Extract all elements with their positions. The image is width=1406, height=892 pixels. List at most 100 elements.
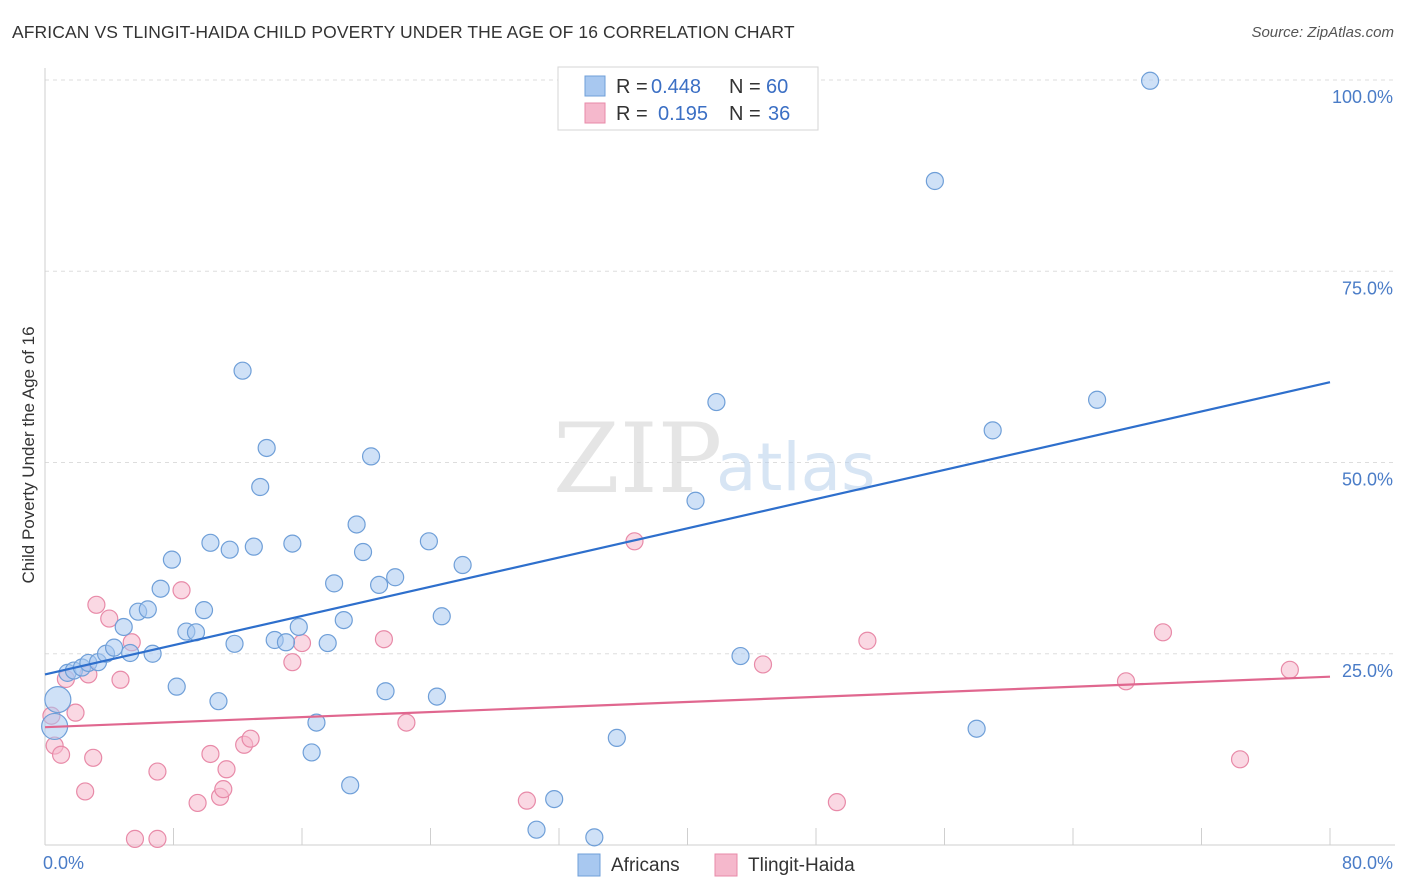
tlingit-haida-point: [217, 760, 236, 779]
africans-point: [686, 491, 705, 510]
trend-lines: [44, 381, 1331, 729]
watermark: ZIP atlas: [553, 403, 876, 515]
y-tick-label: 50.0%: [1342, 470, 1393, 490]
tlingit-haida-point: [241, 729, 260, 748]
africans-point: [233, 361, 252, 380]
y-tick-label: 25.0%: [1342, 661, 1393, 681]
africans-point: [307, 713, 326, 732]
bottom-legend: Africans Tlingit-Haida: [577, 853, 855, 877]
africans-point: [251, 477, 270, 497]
africans-point: [427, 687, 447, 706]
africans-point: [453, 555, 472, 575]
tlingit-haida-point: [148, 829, 167, 848]
legend-n-value-tlingit-haida: 36: [768, 103, 790, 125]
x-tick-label: 80.0%: [1342, 853, 1393, 873]
africans-point: [419, 532, 438, 551]
africans-point: [585, 828, 604, 847]
africans-point: [353, 542, 373, 562]
tlingit-haida-point: [201, 744, 220, 764]
legend-n-label-africans: N =: [729, 76, 761, 98]
top-legend: R = 0.448 N = 60 R = 0.195 N = 36: [557, 66, 819, 131]
tlingit-haida-point: [111, 670, 130, 689]
tlingit-haida-point: [374, 630, 394, 649]
tlingit-haida-point: [753, 655, 773, 674]
tlingit-haida-point: [858, 631, 877, 650]
africans-point: [283, 534, 302, 553]
africans-point: [386, 568, 405, 587]
africans-point: [341, 776, 360, 795]
africans-point: [731, 646, 750, 666]
tlingit-haida-trend-line: [44, 675, 1331, 729]
africans-point: [194, 601, 214, 620]
legend-swatch-tlingit-haida: [584, 102, 606, 124]
tlingit-haida-point: [84, 748, 103, 767]
africans-point: [244, 537, 263, 556]
tlingit-haida-point: [100, 609, 119, 628]
tlingit-haida-point: [66, 703, 85, 722]
legend-r-value-tlingit-haida: 0.195: [658, 103, 708, 125]
africans-point: [220, 540, 239, 559]
x-tick-labels: 0.0% 80.0%: [43, 853, 1393, 873]
africans-point: [967, 719, 986, 738]
tlingit-haida-point: [397, 713, 416, 732]
tlingit-haida-point: [214, 780, 233, 799]
tlingit-haida-point: [76, 782, 95, 801]
tlingit-haida-point: [148, 762, 167, 781]
tlingit-haida-point: [517, 791, 536, 810]
africans-point: [276, 633, 296, 652]
chart-title: AFRICAN VS TLINGIT-HAIDA CHILD POVERTY U…: [12, 22, 795, 42]
africans-point: [545, 789, 564, 809]
africans-point: [289, 617, 308, 637]
legend-n-label-tlingit-haida: N =: [729, 103, 761, 125]
africans-point: [162, 550, 181, 569]
africans-point: [325, 574, 344, 593]
tlingit-haida-point: [125, 829, 145, 848]
africans-point: [925, 171, 944, 191]
africans-point: [151, 579, 170, 598]
africans-point: [104, 638, 124, 657]
source-credit: Source: ZipAtlas.com: [1251, 24, 1394, 41]
tlingit-haida-point: [1116, 672, 1136, 691]
y-tick-labels: 25.0% 50.0% 75.0% 100.0%: [1332, 87, 1393, 681]
y-axis-label: Child Poverty Under the Age of 16: [19, 326, 38, 583]
bottom-legend-label-tlingit-haida: Tlingit-Haida: [748, 855, 855, 876]
africans-point: [1087, 390, 1107, 409]
tlingit-haida-point: [1280, 660, 1299, 679]
africans-point: [370, 575, 389, 595]
watermark-atlas: atlas: [716, 429, 876, 506]
africans-point: [361, 447, 381, 466]
africans-points: [41, 71, 1160, 847]
tlingit-haida-point: [283, 653, 302, 672]
y-tick-label: 100.0%: [1332, 87, 1393, 107]
africans-point: [167, 677, 186, 696]
africans-point: [318, 633, 337, 653]
africans-point: [257, 438, 276, 458]
tlingit-haida-point: [172, 581, 191, 600]
legend-r-label-tlingit-haida: R =: [616, 103, 648, 125]
africans-point: [114, 617, 133, 637]
africans-point: [225, 634, 244, 653]
africans-point: [334, 610, 353, 630]
africans-point: [983, 421, 1002, 440]
x-tick-label: 0.0%: [43, 853, 84, 873]
legend-r-label-africans: R =: [616, 76, 648, 98]
tlingit-haida-point: [51, 745, 71, 764]
africans-point: [347, 515, 366, 534]
africans-point: [376, 682, 395, 701]
africans-point: [44, 686, 72, 714]
tlingit-haida-points: [42, 532, 1299, 848]
y-tick-label: 75.0%: [1342, 278, 1393, 298]
tlingit-haida-point: [292, 633, 312, 653]
africans-point: [607, 728, 626, 748]
africans-point: [527, 820, 546, 839]
bottom-legend-swatch-tlingit-haida: [714, 853, 738, 877]
africans-point: [707, 392, 726, 412]
legend-n-value-africans: 60: [766, 76, 788, 98]
tlingit-haida-point: [1230, 750, 1250, 769]
tlingit-haida-point: [827, 793, 846, 812]
africans-trend-line: [44, 381, 1331, 676]
africans-point: [1140, 71, 1160, 90]
tlingit-haida-point: [188, 793, 207, 813]
bottom-legend-label-africans: Africans: [611, 855, 680, 876]
